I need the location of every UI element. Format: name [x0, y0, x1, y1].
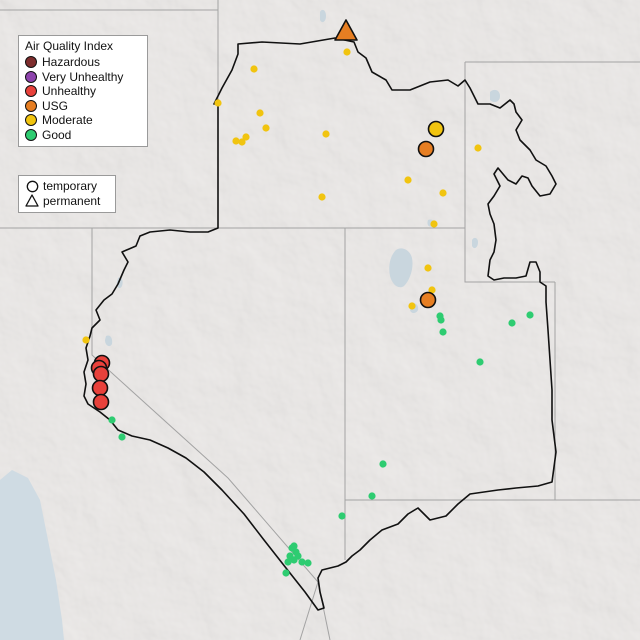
good-sensor-point [290, 542, 298, 550]
moderate-sensor-point [250, 65, 258, 73]
good-sensor-point [439, 328, 447, 336]
monitor-type-legend: temporary permanent [18, 175, 116, 213]
good-sensor-point [108, 416, 116, 424]
good-sensor-point [508, 319, 516, 327]
good-sensor-point [379, 460, 387, 468]
unhealthy-monitor-point [91, 379, 109, 397]
legend-item-permanent: permanent [25, 194, 109, 209]
good-sensor-point [437, 316, 445, 324]
unhealthy-monitor-point [92, 365, 110, 383]
ocean [0, 470, 64, 640]
good-sensor-point [476, 358, 484, 366]
monitor-points [82, 19, 534, 577]
good-sensor-point [526, 311, 534, 319]
moderate-sensor-point [439, 189, 447, 197]
moderate-sensor-point [408, 302, 416, 310]
moderate-sensor-point [238, 138, 246, 146]
circle-icon [25, 179, 39, 193]
moderate-sensor-point [474, 144, 482, 152]
legend-label: Good [42, 127, 72, 142]
moderate-sensor-point [318, 193, 326, 201]
legend-label: Very Unhealthy [42, 69, 124, 84]
lake-tahoe [105, 335, 113, 347]
moderate-sensor-point [424, 264, 432, 272]
moderate-sensor-point [428, 286, 436, 294]
boundary-ca-nv [91, 228, 319, 583]
good-swatch [25, 128, 37, 141]
legend-label: Unhealthy [42, 84, 97, 99]
good-sensor-point [298, 558, 306, 566]
moderate-sensor-point [232, 137, 240, 145]
aqi-legend: Air Quality Index Hazardous Very Unhealt… [18, 35, 148, 147]
legend-item-unhealthy: Unhealthy [25, 84, 141, 99]
legend-item-usg: USG [25, 99, 141, 114]
legend-label: permanent [43, 193, 101, 208]
hazardous-swatch [25, 56, 37, 69]
legend-label: Moderate [42, 113, 93, 128]
moderate-sensor-point [322, 130, 330, 138]
moderate-sensor-point [404, 176, 412, 184]
good-sensor-point [284, 558, 292, 566]
moderate-sensor-point [82, 336, 90, 344]
moderate-sensor-point [242, 133, 250, 141]
moderate-sensor-point [214, 99, 222, 107]
usg-permanent-monitor-triangle [334, 19, 358, 41]
usg-monitor-point [417, 140, 435, 158]
moderate-sensor-point [343, 48, 351, 56]
good-sensor-point [282, 569, 290, 577]
bear-lake [472, 237, 478, 249]
legend-label: Hazardous [42, 55, 101, 70]
moderate-sensor-point [256, 109, 264, 117]
good-sensor-point [118, 433, 126, 441]
moderate-sensor-point [430, 220, 438, 228]
good-sensor-point [304, 559, 312, 567]
legend-item-moderate: Moderate [25, 113, 141, 128]
moderate-swatch [25, 114, 37, 127]
legend-item-temporary: temporary [25, 179, 109, 194]
moderate-sensor-point [262, 124, 270, 132]
unhealthy-monitor-point [92, 393, 110, 411]
yellowstone-lake [490, 89, 500, 103]
flathead-lake [320, 9, 326, 23]
aqi-legend-title: Air Quality Index [25, 39, 114, 53]
good-sensor-point [338, 512, 346, 520]
boundary-az-ca [299, 581, 319, 640]
pyramid-lake [116, 277, 123, 289]
legend-label: USG [42, 98, 69, 113]
very-unhealthy-swatch [25, 70, 37, 83]
legend-label: temporary [43, 179, 98, 194]
boundary-ut-north [345, 227, 555, 283]
good-sensor-point [290, 556, 298, 564]
unhealthy-swatch [25, 85, 37, 98]
great-salt-lake [389, 248, 413, 288]
triangle-icon [25, 194, 39, 208]
legend-item-very-unhealthy: Very Unhealthy [25, 70, 141, 85]
legend-item-hazardous: Hazardous [25, 55, 141, 70]
legend-item-good: Good [25, 128, 141, 143]
usg-monitor-point [419, 291, 437, 309]
usg-swatch [25, 99, 37, 112]
study-region-outline [83, 37, 557, 611]
good-sensor-point [368, 492, 376, 500]
moderate-monitor-point [427, 120, 445, 138]
